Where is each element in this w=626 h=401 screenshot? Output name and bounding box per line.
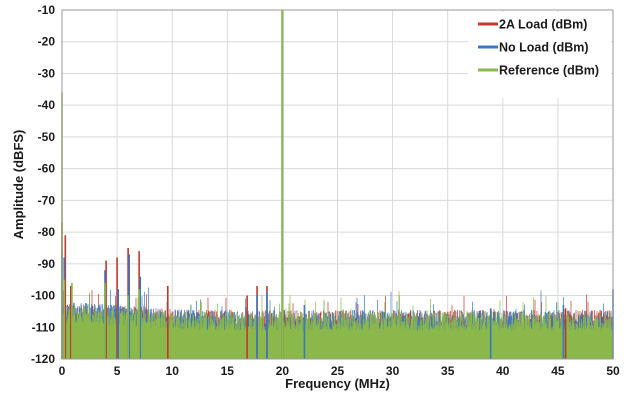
tick-labels: -10 -20 -30 -40 -50 -60 -70 -80 -90 -100 -110 -120 0… (31, 3, 620, 378)
x-tick-label: 15 (221, 364, 235, 378)
x-tick-label: 10 (166, 364, 180, 378)
x-tick-label: 40 (496, 364, 510, 378)
y-tick-label: -20 (38, 35, 56, 49)
y-tick-label: -110 (32, 320, 56, 334)
x-tick-label: 30 (386, 364, 400, 378)
y-tick-label: -90 (38, 257, 56, 271)
y-tick-label: -10 (38, 3, 56, 17)
y-tick-label: -40 (38, 98, 56, 112)
x-tick-label: 50 (606, 364, 620, 378)
legend-background (468, 12, 611, 98)
y-tick-label: -80 (38, 225, 56, 239)
legend-label: Reference (dBm) (499, 64, 599, 78)
x-tick-label: 20 (276, 364, 290, 378)
legend-label: No Load (dBm) (499, 41, 589, 55)
legend: 2A Load (dBm) No Load (dBm) Reference (dBm… (468, 12, 611, 98)
legend-label: 2A Load (dBm) (499, 18, 587, 32)
x-tick-label: 35 (441, 364, 455, 378)
x-tick-label: 0 (59, 364, 66, 378)
plot-border (61, 9, 614, 360)
y-tick-label: -120 (31, 352, 55, 366)
x-tick-label: 45 (551, 364, 565, 378)
x-axis-title: Frequency (MHz) (285, 376, 390, 391)
y-tick-label: -100 (31, 289, 55, 303)
x-tick-label: 5 (114, 364, 121, 378)
y-tick-label: -60 (38, 162, 56, 176)
x-tick-label: 25 (331, 364, 345, 378)
y-tick-label: -30 (38, 66, 56, 80)
y-tick-label: -70 (38, 193, 56, 207)
y-tick-label: -50 (38, 130, 56, 144)
y-axis-title: Amplitude (dBFS) (11, 130, 26, 240)
